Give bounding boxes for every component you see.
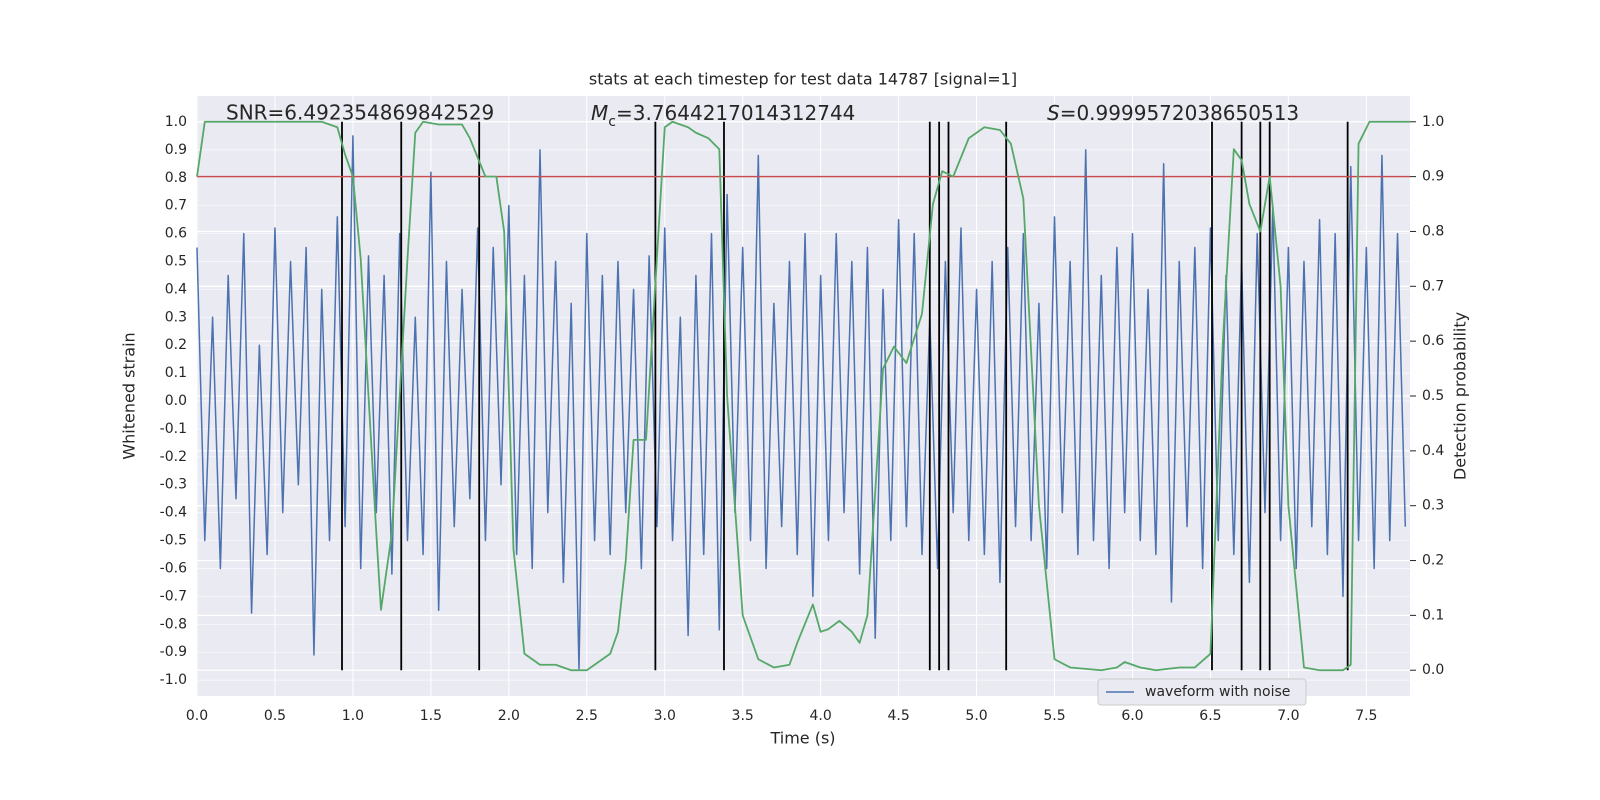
annotation-symbol: M [591, 101, 608, 125]
annotation-symbol: S [1047, 101, 1060, 125]
y-tick-label: 0.5 [165, 253, 187, 269]
marks [196, 120, 1410, 672]
x-tick-label: 1.5 [420, 708, 442, 724]
y-tick-label: -0.1 [160, 421, 187, 437]
x-tick-label: 3.5 [732, 708, 754, 724]
waveform-line [196, 135, 1407, 670]
y2-tick-label: 0.1 [1422, 607, 1444, 623]
y2-tick-label: 0.9 [1422, 169, 1444, 185]
x-tick-label: 2.5 [576, 708, 598, 724]
x-tick-label: 0.5 [264, 708, 286, 724]
annotation-value: =3.7644217014312744 [616, 101, 855, 125]
y-tick-label: 0.0 [165, 393, 187, 409]
y2-tick-label: 1.0 [1422, 114, 1444, 130]
y-tick-label: 1.0 [165, 114, 187, 130]
y-tick-label: 0.3 [165, 309, 187, 325]
y2-tick-label: 0.7 [1422, 278, 1444, 294]
y2-tick-label: 0.4 [1422, 443, 1444, 459]
x-tick-label: 2.0 [498, 708, 520, 724]
x-tick-label: 7.0 [1277, 708, 1299, 724]
legend-label: waveform with noise [1145, 684, 1290, 700]
annotation: Mc=3.7644217014312744 [591, 101, 855, 131]
y-tick-label: 0.8 [165, 170, 187, 186]
x-tick-label: 6.0 [1121, 708, 1143, 724]
y2-tick-label: 0.3 [1422, 498, 1444, 514]
probability-line [196, 120, 1410, 672]
annotation: S=0.9999572038650513 [1047, 101, 1299, 125]
x-tick-label: 3.0 [654, 708, 676, 724]
legend: waveform with noise [1097, 678, 1307, 706]
chart-title: stats at each timestep for test data 147… [589, 70, 1017, 89]
annotation-value: =0.9999572038650513 [1060, 101, 1299, 125]
y-tick-label: -0.2 [160, 449, 187, 465]
y-tick-label: -0.6 [160, 560, 187, 576]
x-axis-label: Time (s) [769, 729, 835, 748]
y-tick-label: -0.5 [160, 533, 187, 549]
y2-tick-label: 0.8 [1422, 223, 1444, 239]
y2-axis-label: Detection probability [1451, 312, 1470, 480]
y2-tick-label: 0.2 [1422, 553, 1444, 569]
y2-tick-label: 0.0 [1422, 662, 1444, 678]
x-tick-label: 6.5 [1199, 708, 1221, 724]
y-tick-label: -1.0 [160, 672, 187, 688]
y-axis-label: Whitened strain [120, 332, 139, 459]
legend-box [1097, 678, 1307, 706]
x-tick-label: 1.0 [342, 708, 364, 724]
y-tick-label: -0.8 [160, 616, 187, 632]
y-tick-label: -0.3 [160, 477, 187, 493]
y2-tick-label: 0.6 [1422, 333, 1444, 349]
y-tick-label: 0.9 [165, 142, 187, 158]
y-tick-label: 0.2 [165, 337, 187, 353]
x-tick-label: 4.5 [887, 708, 909, 724]
y2-tick-label: 0.5 [1422, 388, 1444, 404]
y-tick-label: -0.7 [160, 588, 187, 604]
y-tick-label: -0.9 [160, 644, 187, 660]
x-tick-label: 5.0 [965, 708, 987, 724]
x-tick-label: 4.0 [810, 708, 832, 724]
y-tick-label: -0.4 [160, 505, 187, 521]
x-tick-label: 7.5 [1355, 708, 1377, 724]
y-tick-label: 0.7 [165, 198, 187, 214]
y-tick-label: 0.4 [165, 281, 187, 297]
annotation-subscript: c [608, 114, 616, 130]
y-tick-label: 0.6 [165, 226, 187, 242]
x-tick-label: 0.0 [186, 708, 208, 724]
y-tick-label: 0.1 [165, 365, 187, 381]
annotation: SNR=6.492354869842529 [226, 101, 494, 125]
x-tick-label: 5.5 [1043, 708, 1065, 724]
